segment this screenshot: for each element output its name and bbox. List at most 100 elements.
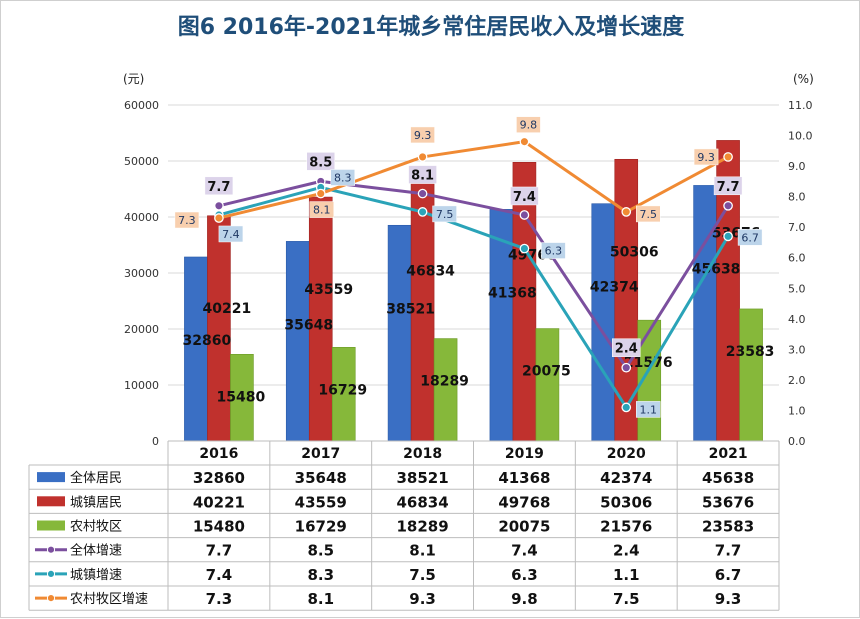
- line-value-label: 7.5: [640, 208, 658, 221]
- line-value-label-bg: [516, 116, 541, 133]
- table-cell: 50306: [600, 493, 652, 511]
- table-cell: 41368: [498, 469, 550, 487]
- left-tick-label: 10000: [124, 379, 159, 392]
- legend-marker: [46, 569, 56, 579]
- line-point: [723, 200, 733, 211]
- table-cell: 21576: [600, 518, 652, 536]
- line-value-label: 7.7: [207, 180, 230, 195]
- line-value-label-bg: [408, 165, 437, 184]
- table-cell: 8.1: [409, 542, 436, 560]
- line-series-1: [218, 179, 730, 370]
- line-series-2: [218, 185, 730, 409]
- line-value-label: 9.3: [697, 151, 715, 164]
- legend-label: 全体居民: [70, 470, 122, 486]
- right-tick-label: 9.0: [788, 160, 806, 173]
- table-cell: 49768: [498, 493, 550, 511]
- bar-value-label: 42374: [590, 280, 639, 296]
- line-point: [417, 152, 428, 162]
- table-cell: 20075: [498, 518, 550, 536]
- left-axis-unit: (元): [123, 72, 144, 86]
- line-value-label-bg: [737, 229, 763, 246]
- table-cell: 43559: [295, 493, 347, 511]
- left-tick-label: 0: [152, 435, 159, 448]
- line-value-label-bg: [306, 152, 335, 171]
- bar-3: [535, 328, 560, 442]
- line-point: [621, 402, 632, 413]
- table-cell: 32860: [193, 469, 245, 487]
- line-value-label: 8.3: [334, 171, 352, 184]
- line-value-label: 7.4: [222, 228, 240, 241]
- line-value-label: 1.1: [640, 403, 658, 416]
- table-cell: 16729: [295, 518, 347, 536]
- line-value-label-bg: [713, 176, 743, 196]
- left-tick-label: 40000: [124, 211, 159, 224]
- right-tick-label: 6.0: [788, 252, 806, 265]
- legend-label: 农村牧区增速: [70, 592, 148, 607]
- line-value-label-bg: [432, 205, 457, 223]
- line-point: [519, 210, 530, 220]
- line-value-label: 8.5: [309, 155, 332, 170]
- line-point: [214, 213, 224, 223]
- table-cell: 8.3: [307, 566, 334, 584]
- table-cell: 15480: [193, 518, 245, 536]
- line-value-label-bg: [218, 225, 244, 243]
- line-value-label-bg: [541, 242, 566, 259]
- category-label: 2019: [505, 446, 544, 462]
- bar-2: [614, 158, 639, 442]
- line-point: [519, 243, 530, 254]
- line-point: [417, 207, 428, 217]
- table-cell: 53676: [702, 493, 754, 511]
- table-cell: 45638: [702, 469, 754, 487]
- table-cell: 35648: [295, 469, 347, 487]
- table-cell: 42374: [600, 469, 652, 487]
- line-value-label: 8.1: [411, 169, 434, 184]
- bar-value-label: 43559: [304, 282, 353, 298]
- line-value-label: 8.1: [313, 204, 331, 217]
- legend-marker: [46, 545, 56, 554]
- line-value-label: 2.4: [615, 342, 638, 357]
- table-cell: 1.1: [613, 566, 640, 584]
- right-axis-unit: (%): [793, 72, 814, 86]
- line-value-label-bg: [174, 211, 200, 229]
- bar-value-label: 20075: [522, 364, 571, 380]
- line-value-label: 7.5: [436, 208, 454, 221]
- line-value-label: 9.3: [414, 129, 432, 142]
- line-value-label: 7.4: [513, 190, 536, 205]
- legend-label: 农村牧区: [70, 520, 122, 535]
- chart-title: 图6 2016年-2021年城乡常住居民收入及增长速度: [177, 15, 685, 40]
- left-tick-label: 20000: [124, 323, 159, 336]
- line-value-label: 9.8: [520, 119, 538, 132]
- table-cell: 8.1: [307, 590, 334, 608]
- bar-1: [693, 185, 717, 442]
- bar-value-label: 16729: [318, 382, 367, 398]
- bar-3: [739, 308, 763, 442]
- bar-value-label: 32860: [183, 333, 232, 349]
- line-point: [417, 188, 428, 199]
- right-tick-label: 1.0: [788, 404, 806, 417]
- legend-swatch: [37, 472, 65, 483]
- line-value-label-bg: [309, 201, 334, 218]
- line-point: [723, 152, 733, 162]
- left-tick-label: 30000: [124, 267, 159, 280]
- right-tick-label: 10.0: [788, 130, 813, 143]
- bar-value-label: 35648: [284, 317, 333, 333]
- line-value-label: 7.3: [178, 214, 196, 227]
- table-cell: 40221: [193, 493, 245, 511]
- table-cell: 7.4: [206, 566, 233, 584]
- bar-2: [207, 215, 231, 442]
- table-cell: 38521: [396, 469, 448, 487]
- line-value-label-bg: [330, 169, 355, 186]
- bar-value-label: 38521: [386, 301, 435, 317]
- right-tick-label: 4.0: [788, 313, 806, 326]
- legend-label: 全体增速: [70, 543, 122, 559]
- line-value-label-bg: [204, 176, 234, 196]
- table-cell: 9.8: [511, 590, 538, 608]
- table-cell: 7.5: [409, 566, 436, 584]
- line-point: [723, 231, 733, 242]
- bar-value-label: 50306: [610, 244, 659, 260]
- table-cell: 9.3: [715, 590, 742, 608]
- bar-value-label: 15480: [217, 389, 266, 405]
- line-series-3: [218, 140, 729, 220]
- bar-3: [433, 338, 458, 442]
